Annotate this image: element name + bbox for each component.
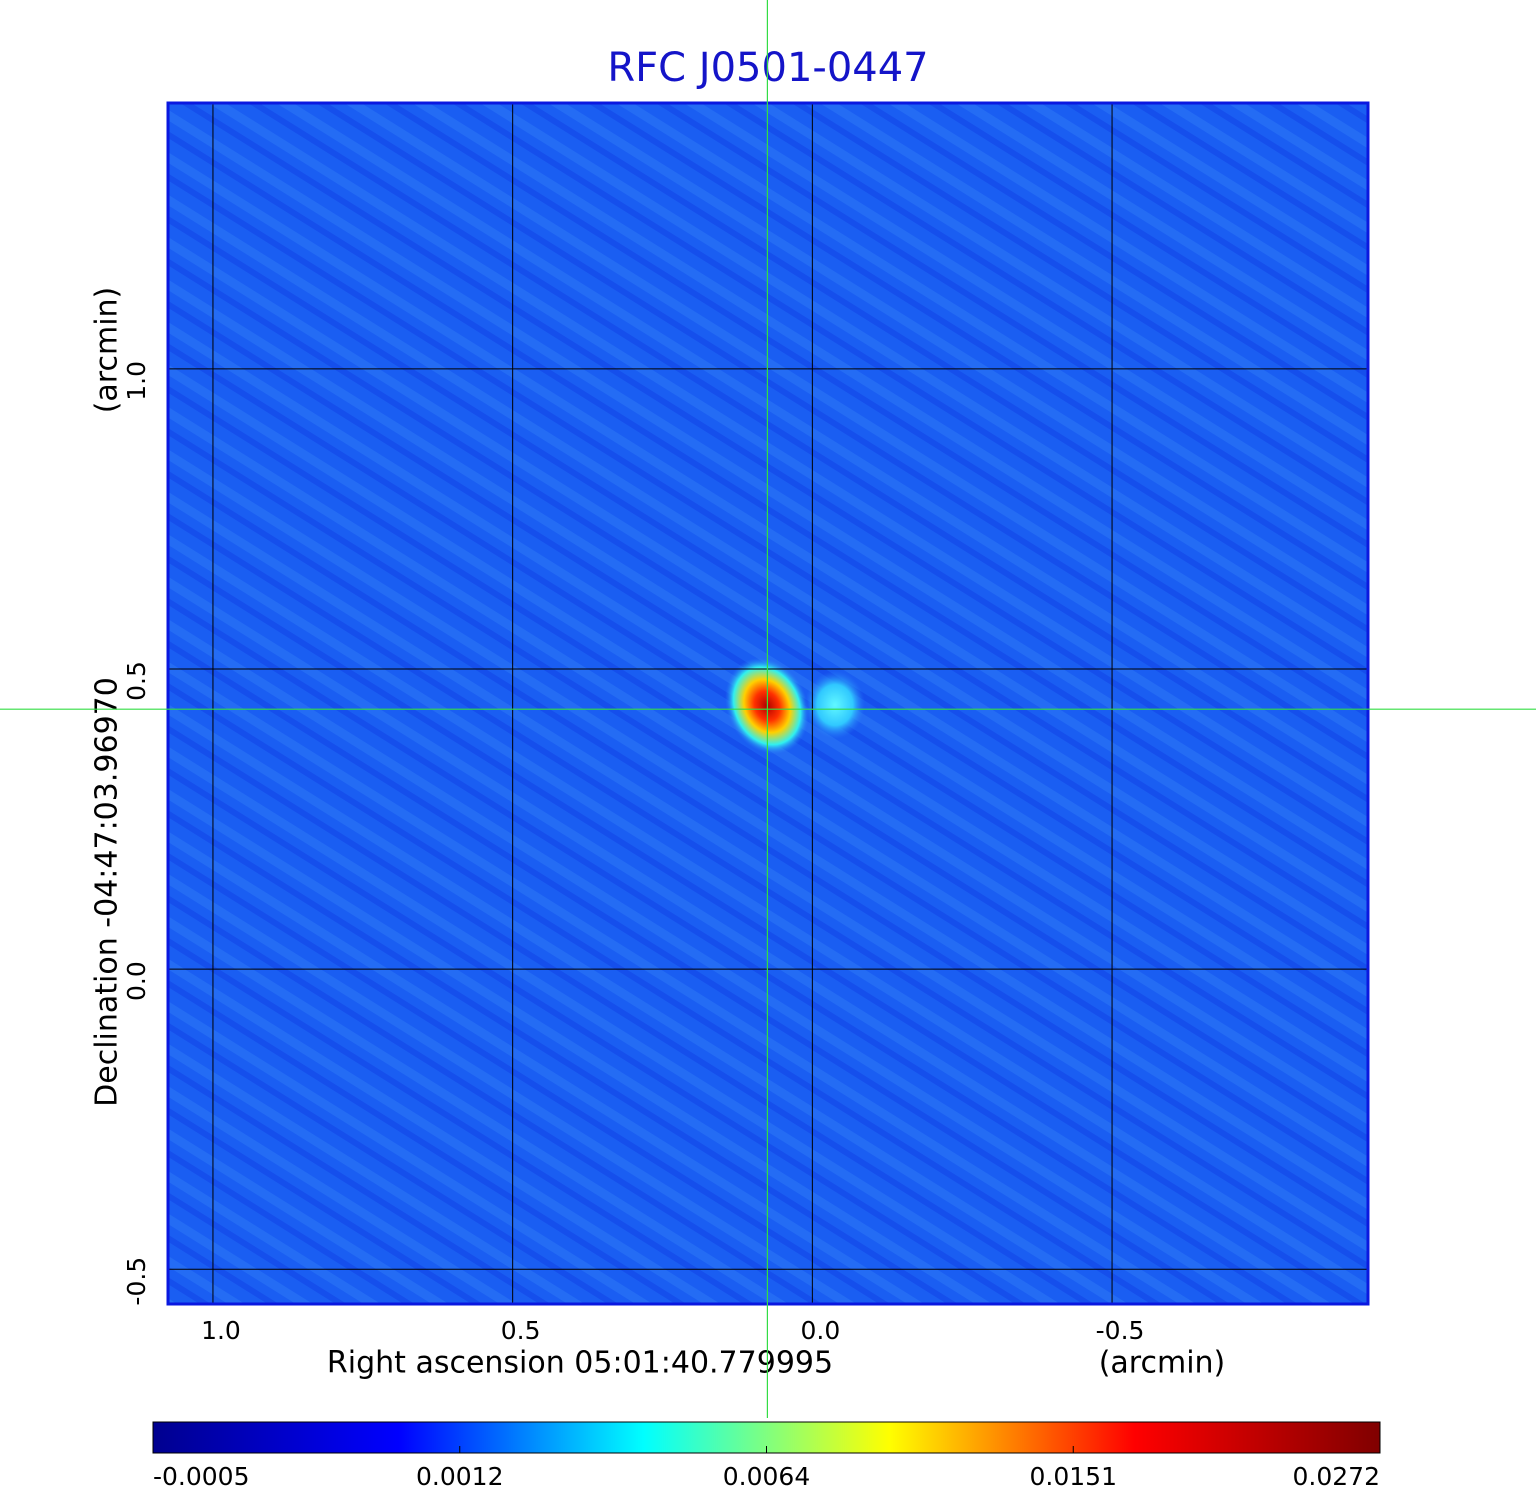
x-tick-label: -0.5 — [1096, 1316, 1145, 1345]
y-axis-label: Declination -04:47:03.96970 — [90, 677, 125, 1107]
y-tick-label: 1.0 — [122, 361, 151, 401]
x-axis-label: Right ascension 05:01:40.779995 — [327, 1346, 833, 1381]
x-tick-label: 0.0 — [800, 1316, 840, 1345]
colorbar-tick-label: -0.0005 — [153, 1462, 250, 1491]
y-tick-label: 0.0 — [122, 961, 151, 1001]
colorbar-tick-label: 0.0272 — [1293, 1462, 1380, 1491]
source-component — [805, 671, 865, 739]
colorbar-tick-label: 0.0151 — [1030, 1462, 1117, 1491]
y-tick-label: -0.5 — [122, 1257, 151, 1306]
colorbar-tick-label: 0.0064 — [723, 1462, 810, 1491]
x-tick-label: 1.0 — [201, 1316, 241, 1345]
colorbar-tick-label: 0.0012 — [416, 1462, 503, 1491]
y-axis-unit: (arcmin) — [90, 287, 125, 414]
x-axis-unit: (arcmin) — [1099, 1346, 1226, 1381]
x-tick-label: 0.5 — [501, 1316, 541, 1345]
y-tick-label: 0.5 — [122, 661, 151, 701]
